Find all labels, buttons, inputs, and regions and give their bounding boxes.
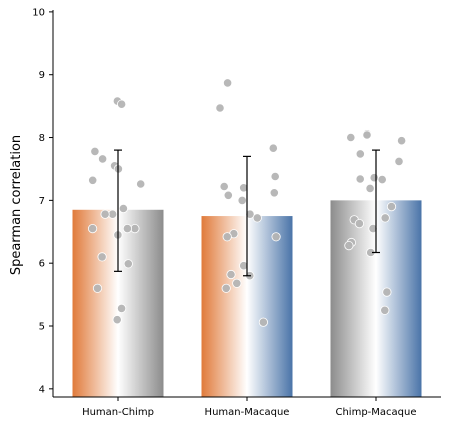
data-point	[117, 99, 127, 109]
y-tick-label: 5	[39, 322, 45, 333]
data-point	[88, 224, 98, 234]
data-point	[222, 232, 232, 242]
data-point	[92, 283, 103, 293]
data-point	[219, 181, 229, 192]
data-point	[239, 183, 249, 193]
x-tick-label: Human-Chimp	[82, 407, 154, 418]
y-axis-label: Spearman correlation	[9, 135, 24, 275]
data-point	[221, 283, 231, 293]
data-point	[355, 174, 365, 184]
data-point	[97, 252, 107, 262]
data-point	[270, 171, 280, 182]
data-point	[245, 209, 255, 219]
data-point	[239, 261, 249, 271]
data-point	[354, 219, 364, 229]
data-point	[380, 305, 390, 315]
data-point	[269, 188, 279, 198]
data-point	[136, 179, 146, 189]
y-tick-label: 8	[39, 133, 45, 144]
data-point	[396, 136, 407, 146]
y-tick-label: 6	[39, 259, 45, 270]
data-point	[90, 146, 100, 156]
data-point	[394, 156, 404, 166]
data-point	[369, 173, 379, 183]
error-bars-layer	[114, 149, 380, 277]
data-point	[258, 317, 268, 327]
data-point	[88, 175, 98, 185]
y-ticks-layer: 4 5 6 7 8 9 10	[32, 7, 53, 395]
data-point	[118, 203, 129, 214]
data-point	[223, 78, 233, 88]
data-point	[232, 278, 242, 288]
x-ticks-layer: Human-Chimp Human-Macaque Chimp-Macaque	[82, 397, 417, 418]
data-point	[355, 149, 365, 159]
x-tick-label: Chimp-Macaque	[335, 407, 416, 418]
data-point	[382, 287, 392, 297]
y-tick-label: 7	[39, 196, 45, 207]
data-point	[380, 213, 390, 223]
y-tick-label: 10	[32, 7, 45, 18]
data-point	[346, 132, 356, 143]
data-point	[386, 202, 397, 212]
data-point	[365, 183, 375, 193]
data-point	[98, 154, 108, 164]
data-point	[100, 209, 110, 219]
x-tick-label: Human-Macaque	[205, 407, 290, 418]
data-point	[215, 103, 225, 113]
data-point	[268, 143, 278, 153]
data-point	[226, 269, 236, 280]
data-point	[362, 130, 372, 140]
data-point	[117, 303, 127, 313]
data-point	[123, 259, 133, 269]
y-tick-label: 9	[39, 70, 45, 81]
data-point	[252, 213, 262, 223]
data-point	[377, 175, 387, 185]
data-point	[122, 224, 133, 234]
data-point	[223, 190, 233, 200]
data-point	[344, 241, 354, 251]
data-point	[112, 315, 122, 325]
y-tick-label: 4	[39, 384, 45, 395]
data-point	[237, 195, 247, 205]
data-point	[271, 232, 281, 242]
data-point	[368, 224, 378, 234]
